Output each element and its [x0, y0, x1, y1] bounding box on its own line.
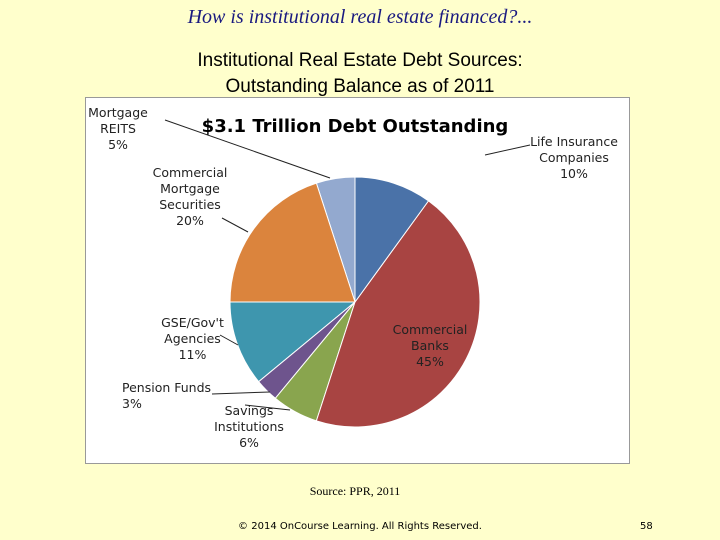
slide-title: How is institutional real estate finance…: [187, 6, 533, 28]
pie-slice: [315, 200, 481, 428]
pie-slice: [229, 182, 356, 303]
category-label: Pension Funds: [122, 380, 212, 395]
leader-line: [244, 404, 291, 411]
slice-label: Mortgage REITS 5%: [82, 105, 154, 153]
source-note: Source: PPR, 2011: [309, 484, 401, 498]
leader-line: [211, 391, 271, 395]
value-label: 5%: [108, 137, 128, 152]
slice-label: Commercial Mortgage Securities 20%: [140, 165, 240, 229]
pie-slice: [354, 176, 430, 304]
copyright: © 2014 OnCourse Learning. All Rights Res…: [238, 521, 482, 532]
leader-line: [219, 334, 239, 346]
value-label: 3%: [122, 396, 142, 411]
value-label: 10%: [560, 166, 588, 181]
value-label: 11%: [178, 347, 207, 362]
value-label: 45%: [416, 354, 444, 369]
slice-label: Commercial Banks 45%: [380, 322, 480, 370]
slice-label: Pension Funds 3%: [122, 380, 222, 412]
leader-line: [221, 217, 249, 233]
category-label: Commercial Mortgage Securities: [152, 165, 228, 212]
slice-label: Life Insurance Companies 10%: [528, 134, 620, 182]
slide-subtitle: Institutional Real Estate Debt Sources: …: [0, 48, 720, 100]
category-label: GSE/Gov't Agencies: [161, 315, 224, 346]
category-label: Life Insurance Companies: [530, 134, 618, 165]
slice-label: Savings Institutions 6%: [208, 403, 290, 451]
chart-title: $3.1 Trillion Debt Outstanding: [201, 116, 509, 137]
leader-lines: [164, 119, 531, 411]
category-label: Savings Institutions: [214, 403, 284, 434]
subtitle-line: Institutional Real Estate Debt Sources:: [197, 50, 523, 71]
page-number: 58: [640, 521, 653, 532]
leader-line: [484, 144, 531, 156]
value-label: 20%: [176, 213, 204, 228]
category-label: Commercial Banks: [392, 322, 468, 353]
slice-label: GSE/Gov't Agencies 11%: [145, 315, 240, 363]
value-label: 6%: [239, 435, 259, 450]
category-label: Mortgage REITS: [88, 105, 148, 136]
subtitle-line: Outstanding Balance as of 2011: [225, 76, 495, 97]
leader-line: [164, 119, 331, 179]
